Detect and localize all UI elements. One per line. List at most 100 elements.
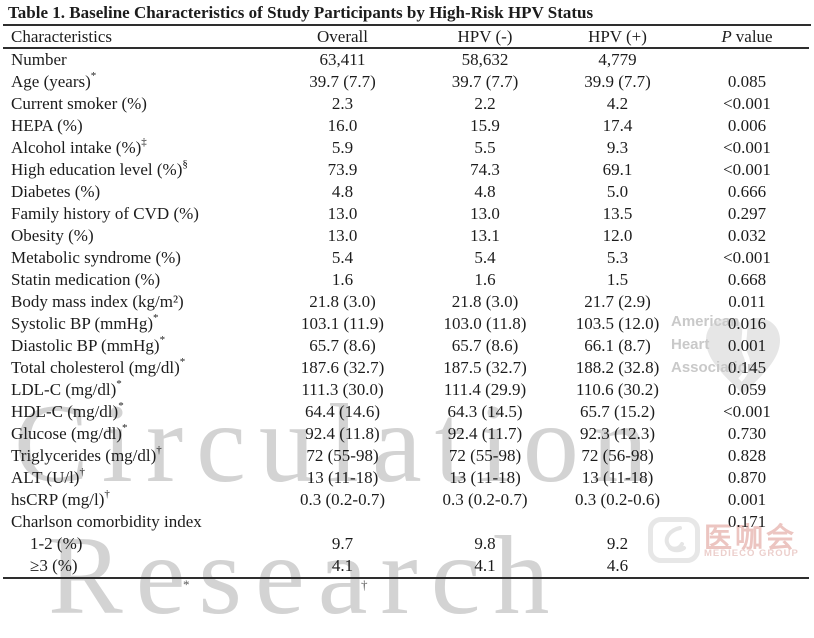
- watermark-layer: Circulation Research American Heart Asso…: [14, 310, 798, 632]
- characteristic-label: Alcohol intake (%): [11, 138, 142, 157]
- characteristic-label-cell: HEPA (%): [3, 115, 265, 137]
- table-row: High education level (%)§ 73.9 74.3 69.1…: [3, 159, 809, 181]
- p-value-cell: 0.668: [727, 270, 767, 289]
- characteristic-label-cell: Current smoker (%): [3, 93, 265, 115]
- hpv-negative-value-cell: 0.3 (0.2-0.7): [442, 490, 528, 509]
- hpv-negative-value-cell: 72 (55-98): [448, 446, 522, 465]
- overall-value-cell: 65.7 (8.6): [309, 336, 376, 355]
- hpv-positive-value-cell: 69.1: [602, 160, 633, 179]
- characteristic-label-cell: Statin medication (%): [3, 269, 265, 291]
- p-value-cell: 0.730: [727, 424, 767, 443]
- overall-value-cell: 0.3 (0.2-0.7): [300, 490, 385, 509]
- p-value-cell: 0.085: [727, 72, 767, 91]
- header-row: Characteristics Overall HPV (-) HPV (+) …: [3, 26, 809, 49]
- characteristic-label-cell: 1-2 (%): [3, 533, 265, 555]
- p-value-cell: 0.666: [727, 182, 767, 201]
- hpv-positive-value-cell: 13 (11-18): [581, 468, 654, 487]
- hpv-positive-value-cell: 5.3: [606, 248, 629, 267]
- circulation-watermark: Circulation: [14, 382, 661, 506]
- p-value-cell: 0.001: [727, 336, 767, 355]
- hpv-negative-value-cell: 9.8: [474, 534, 496, 553]
- characteristic-label: Statin medication (%): [11, 270, 161, 289]
- hpv-negative-value-cell: 39.7 (7.7): [451, 72, 519, 91]
- table-row: Charlson comorbidity index 0.171: [3, 511, 809, 533]
- table-row: 1-2 (%) 9.7 9.8 9.2: [3, 533, 809, 555]
- overall-value-cell: 13.0: [327, 204, 358, 223]
- p-value-cell: 0.297: [727, 204, 767, 223]
- p-value-cell: [685, 48, 809, 71]
- characteristic-label: Diastolic BP (mmHg): [11, 336, 160, 355]
- table-row: Diastolic BP (mmHg)* 65.7 (8.6) 65.7 (8.…: [3, 335, 809, 357]
- table-row: Age (years)* 39.7 (7.7) 39.7 (7.7) 39.9 …: [3, 71, 809, 93]
- p-value-cell: 0.870: [727, 468, 767, 487]
- hpv-negative-value-cell: 1.6: [474, 270, 496, 289]
- hpv-positive-value-cell: 103.5 (12.0): [575, 314, 660, 333]
- overall-value-cell: 1.6: [331, 270, 354, 289]
- footnote-marker: †: [361, 577, 368, 592]
- overall-value-cell: 63,411: [319, 50, 366, 69]
- p-value-italic: P: [721, 27, 732, 46]
- characteristic-label-cell: Charlson comorbidity index: [3, 511, 265, 533]
- characteristic-label: Body mass index (kg/m²): [11, 292, 184, 311]
- overall-value-cell: 4.8: [331, 182, 354, 201]
- overall-value-cell: 16.0: [327, 116, 358, 135]
- table-row: Obesity (%) 13.0 13.1 12.0 0.032: [3, 225, 809, 247]
- characteristic-label: LDL-C (mg/dl): [11, 380, 117, 399]
- footnote-symbol: ‡: [141, 136, 147, 149]
- table-row: LDL-C (mg/dl)* 111.3 (30.0) 111.4 (29.9)…: [3, 379, 809, 401]
- hpv-positive-value-cell: 4.2: [606, 94, 629, 113]
- hpv-negative-value-cell: 74.3: [470, 160, 500, 179]
- characteristic-label: Triglycerides (mg/dl): [11, 446, 157, 465]
- hpv-negative-value-cell: 64.3 (14.5): [447, 402, 523, 421]
- footnote-symbol: †: [79, 466, 85, 479]
- footnote-symbol: *: [159, 334, 166, 347]
- characteristic-label-cell: ALT (U/l)†: [3, 467, 265, 489]
- aha-watermark-line1: American: [671, 313, 740, 330]
- hpv-positive-value-cell: 9.2: [606, 534, 629, 553]
- table-row: Total cholesterol (mg/dl)* 187.6 (32.7) …: [3, 357, 809, 379]
- characteristic-label-cell: Metabolic syndrome (%): [3, 247, 265, 269]
- overall-value-cell: 187.6 (32.7): [300, 358, 385, 377]
- hpv-positive-value-cell: 21.7 (2.9): [584, 292, 651, 311]
- characteristic-label-cell: Obesity (%): [3, 225, 265, 247]
- aha-watermark: American Heart Association: [671, 310, 756, 379]
- hpv-negative-value-cell: 4.1: [474, 556, 496, 575]
- footnote-symbol: *: [116, 378, 122, 391]
- hpv-positive-value-cell: 9.3: [606, 138, 629, 157]
- hpv-negative-value-cell: 13.0: [470, 204, 500, 223]
- characteristic-label-cell: Triglycerides (mg/dl)†: [3, 445, 265, 467]
- table-row: Metabolic syndrome (%) 5.4 5.4 5.3 <0.00…: [3, 247, 809, 269]
- aha-watermark-line3: Association: [671, 359, 757, 376]
- characteristic-label: Age (years): [11, 72, 91, 91]
- p-value-cell: [685, 533, 809, 555]
- p-value-cell: 0.171: [727, 512, 767, 531]
- table-container: Table 1. Baseline Characteristics of Stu…: [3, 4, 811, 579]
- hpv-positive-value-cell: 4.6: [606, 556, 629, 575]
- overall-value-cell: 64.4 (14.6): [304, 402, 381, 421]
- characteristic-label: ≥3 (%): [30, 556, 78, 575]
- overall-value-cell: 5.9: [331, 138, 354, 157]
- column-header-overall: Overall: [265, 26, 420, 49]
- characteristic-label-cell: HDL-C (mg/dl)*: [3, 401, 265, 423]
- characteristic-label-cell: Systolic BP (mmHg)*: [3, 313, 265, 335]
- hpv-positive-value-cell: 5.0: [606, 182, 629, 201]
- hpv-positive-value-cell: 4,779: [598, 50, 637, 69]
- overall-value-cell: 111.3 (30.0): [301, 380, 384, 399]
- overall-value-cell: [265, 511, 420, 533]
- table-row: Diabetes (%) 4.8 4.8 5.0 0.666: [3, 181, 809, 203]
- overall-value-cell: 9.7: [331, 534, 354, 553]
- p-value-cell: 0.828: [727, 446, 767, 465]
- hpv-positive-value-cell: 188.2 (32.8): [575, 358, 660, 377]
- hpv-negative-value-cell: 13 (11-18): [449, 468, 521, 487]
- table-row: Number 63,411 58,632 4,779: [3, 48, 809, 71]
- table-row: Current smoker (%) 2.3 2.2 4.2 <0.001: [3, 93, 809, 115]
- hpv-positive-value-cell: 92.3 (12.3): [579, 424, 656, 443]
- p-value-cell: <0.001: [723, 160, 771, 179]
- table-row: Glucose (mg/dl)* 92.4 (11.8) 92.4 (11.7)…: [3, 423, 809, 445]
- footnote-symbol: §: [182, 158, 188, 171]
- column-header-hpv-positive: HPV (+): [550, 26, 685, 49]
- hpv-positive-value-cell: 110.6 (30.2): [576, 380, 659, 399]
- characteristic-label-cell: Alcohol intake (%)‡: [3, 137, 265, 159]
- overall-value-cell: 39.7 (7.7): [309, 72, 376, 91]
